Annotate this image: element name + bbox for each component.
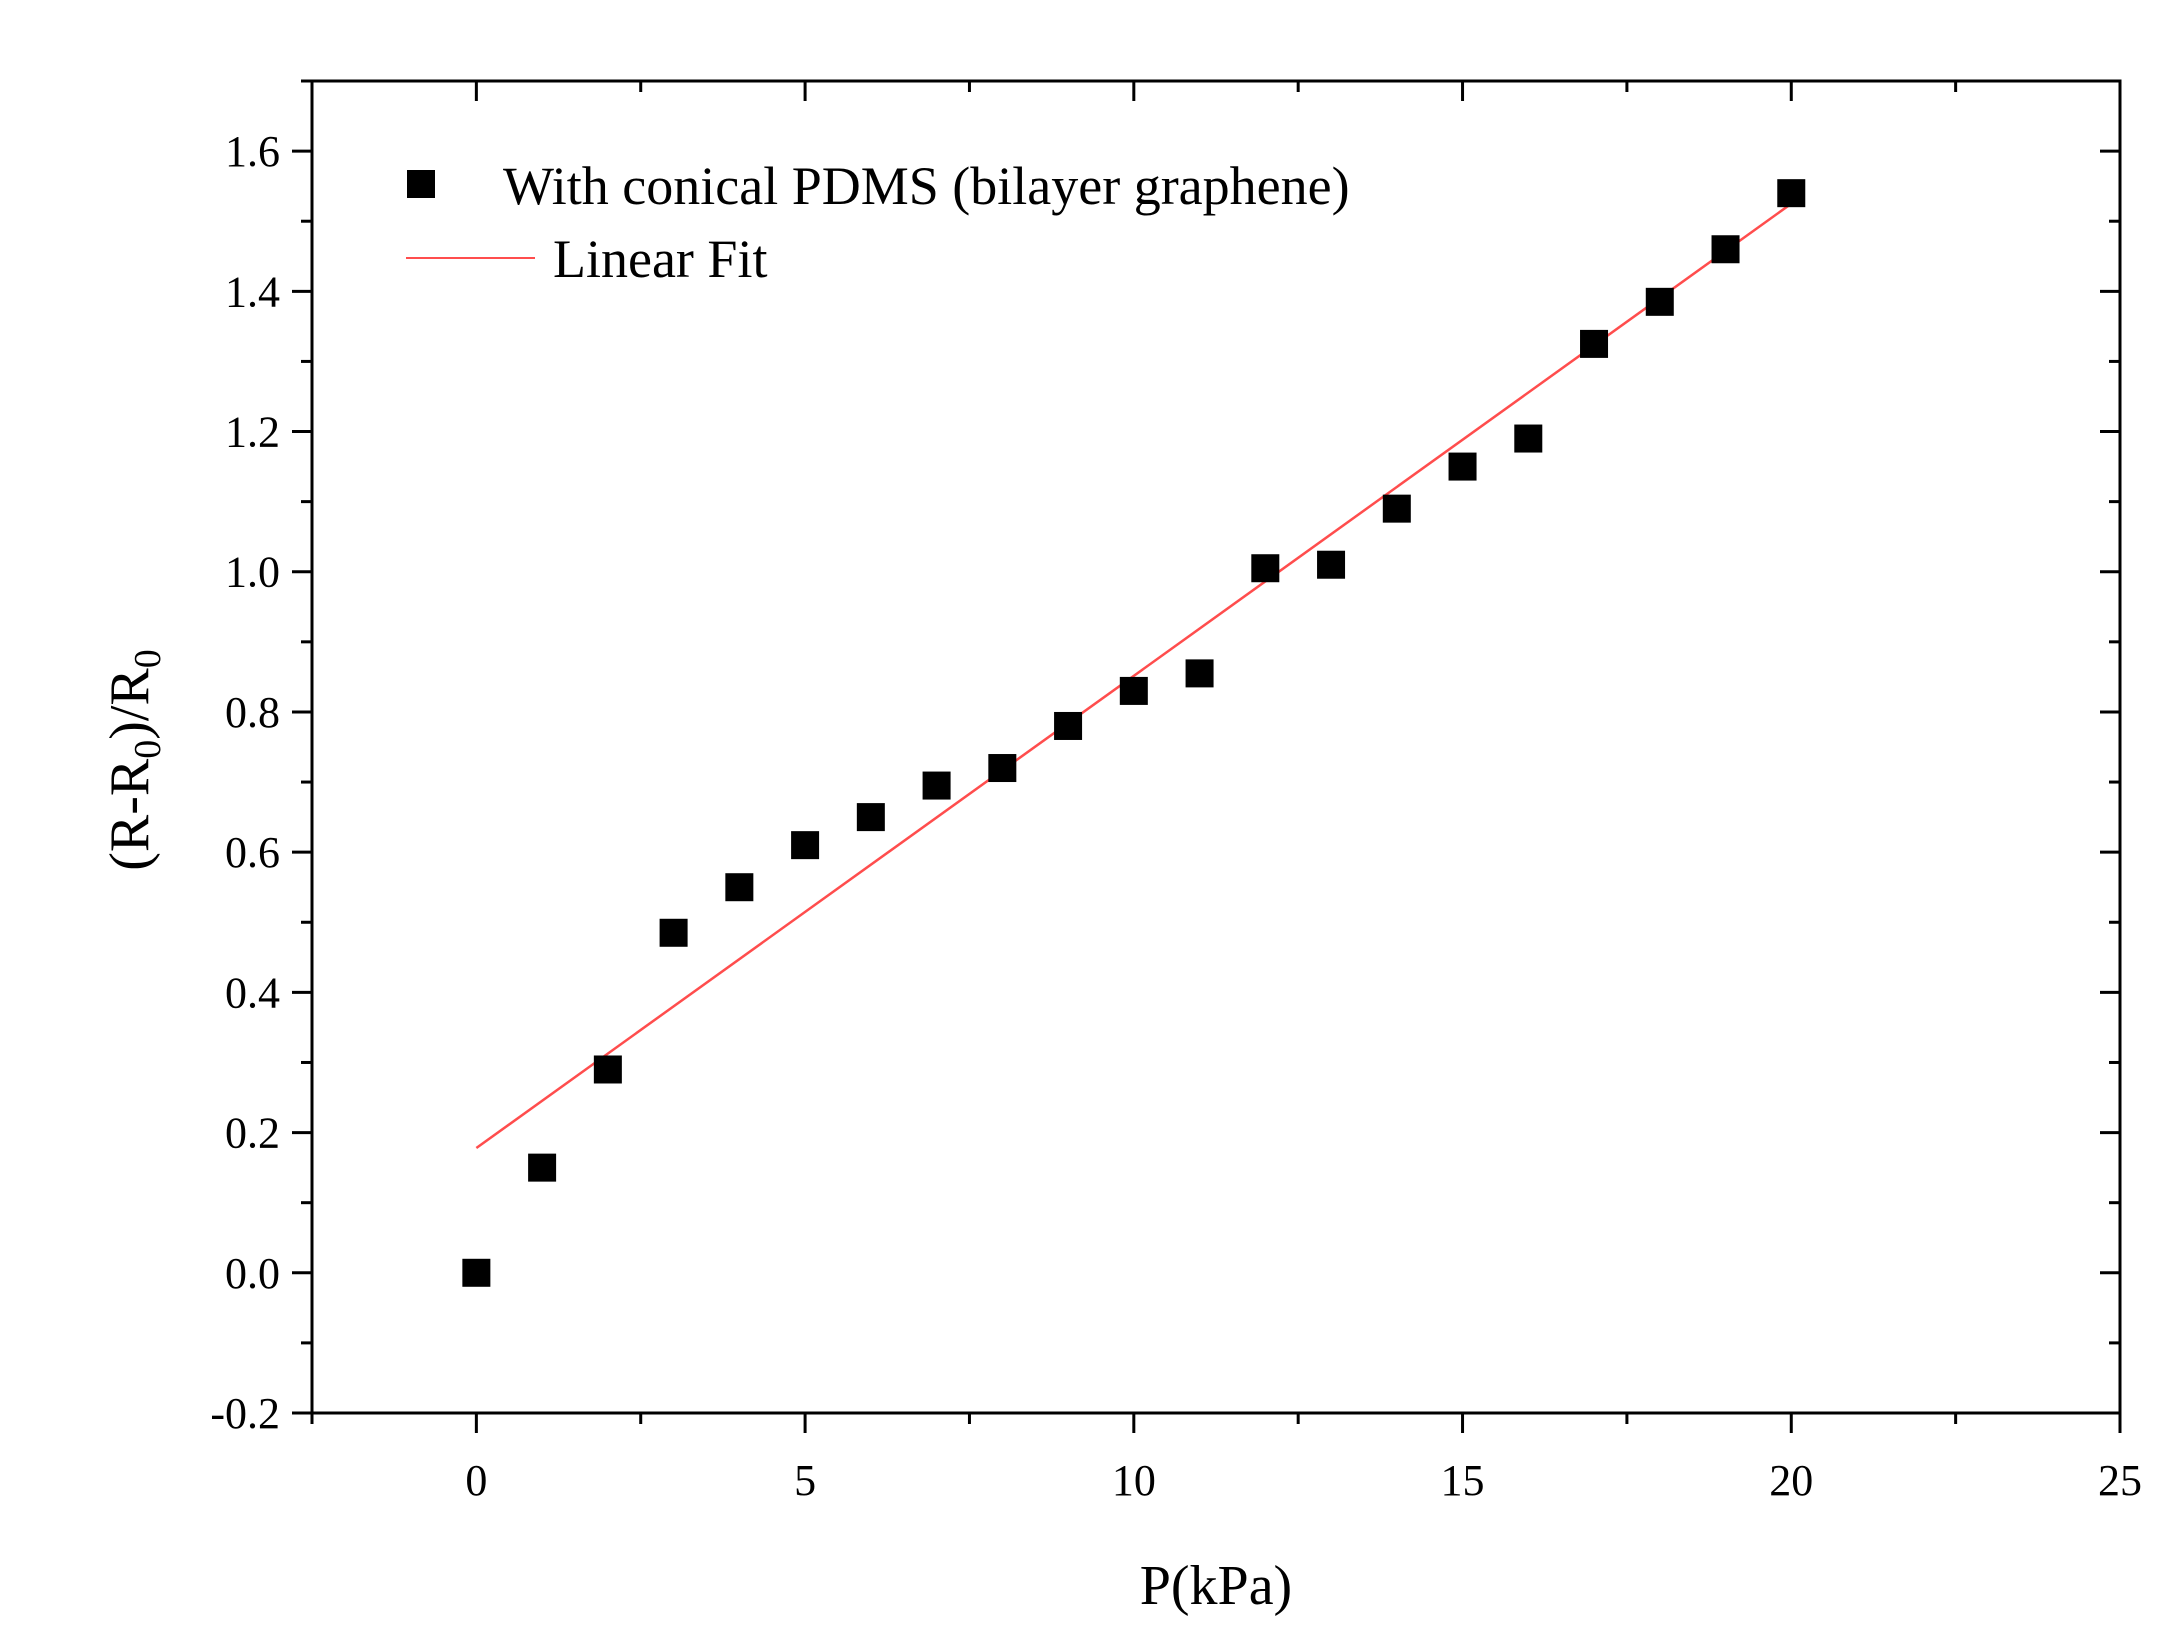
- data-point: [1317, 550, 1346, 579]
- data-point: [1185, 659, 1214, 688]
- y-axis-title-part: )/R: [99, 668, 161, 740]
- y-axis-title-part: (R-R: [99, 758, 161, 871]
- x-tick-label: 0: [465, 1456, 487, 1505]
- data-point: [791, 831, 820, 860]
- data-point: [528, 1153, 557, 1182]
- data-point: [1251, 554, 1280, 583]
- y-tick-label: 1.2: [225, 408, 280, 457]
- legend-label-scatter: With conical PDMS (bilayer graphene): [503, 156, 1350, 216]
- axis-tick-labels: 0 5 10 15 20 25 -0.2 0.0 0.2 0.4 0.6 0.8 1.0 1.2 1.4 1.…: [210, 127, 2142, 1505]
- data-point: [922, 771, 951, 800]
- fit-line-layer: [475, 202, 1793, 1150]
- y-tick-label: 0.6: [225, 828, 280, 877]
- data-point: [1645, 287, 1674, 316]
- data-point: [1448, 452, 1477, 481]
- y-tick-label: 0.8: [225, 688, 280, 737]
- data-point: [1382, 494, 1411, 523]
- y-axis-title-subscript: 0: [127, 649, 169, 668]
- x-tick-label: 20: [1769, 1456, 1813, 1505]
- y-tick-label: -0.2: [210, 1389, 280, 1438]
- linear-fit-line: [475, 202, 1793, 1150]
- data-points: [462, 179, 1806, 1287]
- data-point: [1711, 235, 1740, 264]
- y-tick-label: 0.4: [225, 968, 280, 1017]
- data-point: [725, 873, 754, 902]
- data-point: [1119, 676, 1148, 705]
- data-point: [1580, 329, 1609, 358]
- legend-marker-square: [407, 170, 435, 198]
- y-tick-label: 0.0: [225, 1249, 280, 1298]
- data-point: [1514, 424, 1543, 453]
- x-tick-label: 5: [794, 1456, 816, 1505]
- legend-label-fit: Linear Fit: [553, 229, 767, 289]
- data-point: [856, 803, 885, 832]
- axis-ticks: [292, 79, 2122, 1433]
- y-axis-title-subscript: 0: [127, 740, 169, 759]
- y-tick-label: 1.0: [225, 548, 280, 597]
- x-axis-title: P(kPa): [1140, 1555, 1292, 1617]
- legend: With conical PDMS (bilayer graphene) Lin…: [406, 156, 1350, 289]
- data-point: [1054, 711, 1083, 740]
- x-tick-label: 15: [1441, 1456, 1485, 1505]
- plot-frame: [310, 79, 2122, 1415]
- y-tick-label: 1.6: [225, 127, 280, 176]
- y-tick-label: 0.2: [225, 1109, 280, 1158]
- data-point: [593, 1055, 622, 1084]
- data-point: [1777, 179, 1806, 208]
- y-axis-title: (R-R0)/R0: [99, 649, 169, 871]
- y-tick-label: 1.4: [225, 267, 280, 316]
- data-point: [659, 918, 688, 947]
- x-tick-label: 10: [1112, 1456, 1156, 1505]
- data-point: [462, 1258, 491, 1287]
- data-point: [988, 754, 1017, 783]
- x-tick-label: 25: [2098, 1456, 2142, 1505]
